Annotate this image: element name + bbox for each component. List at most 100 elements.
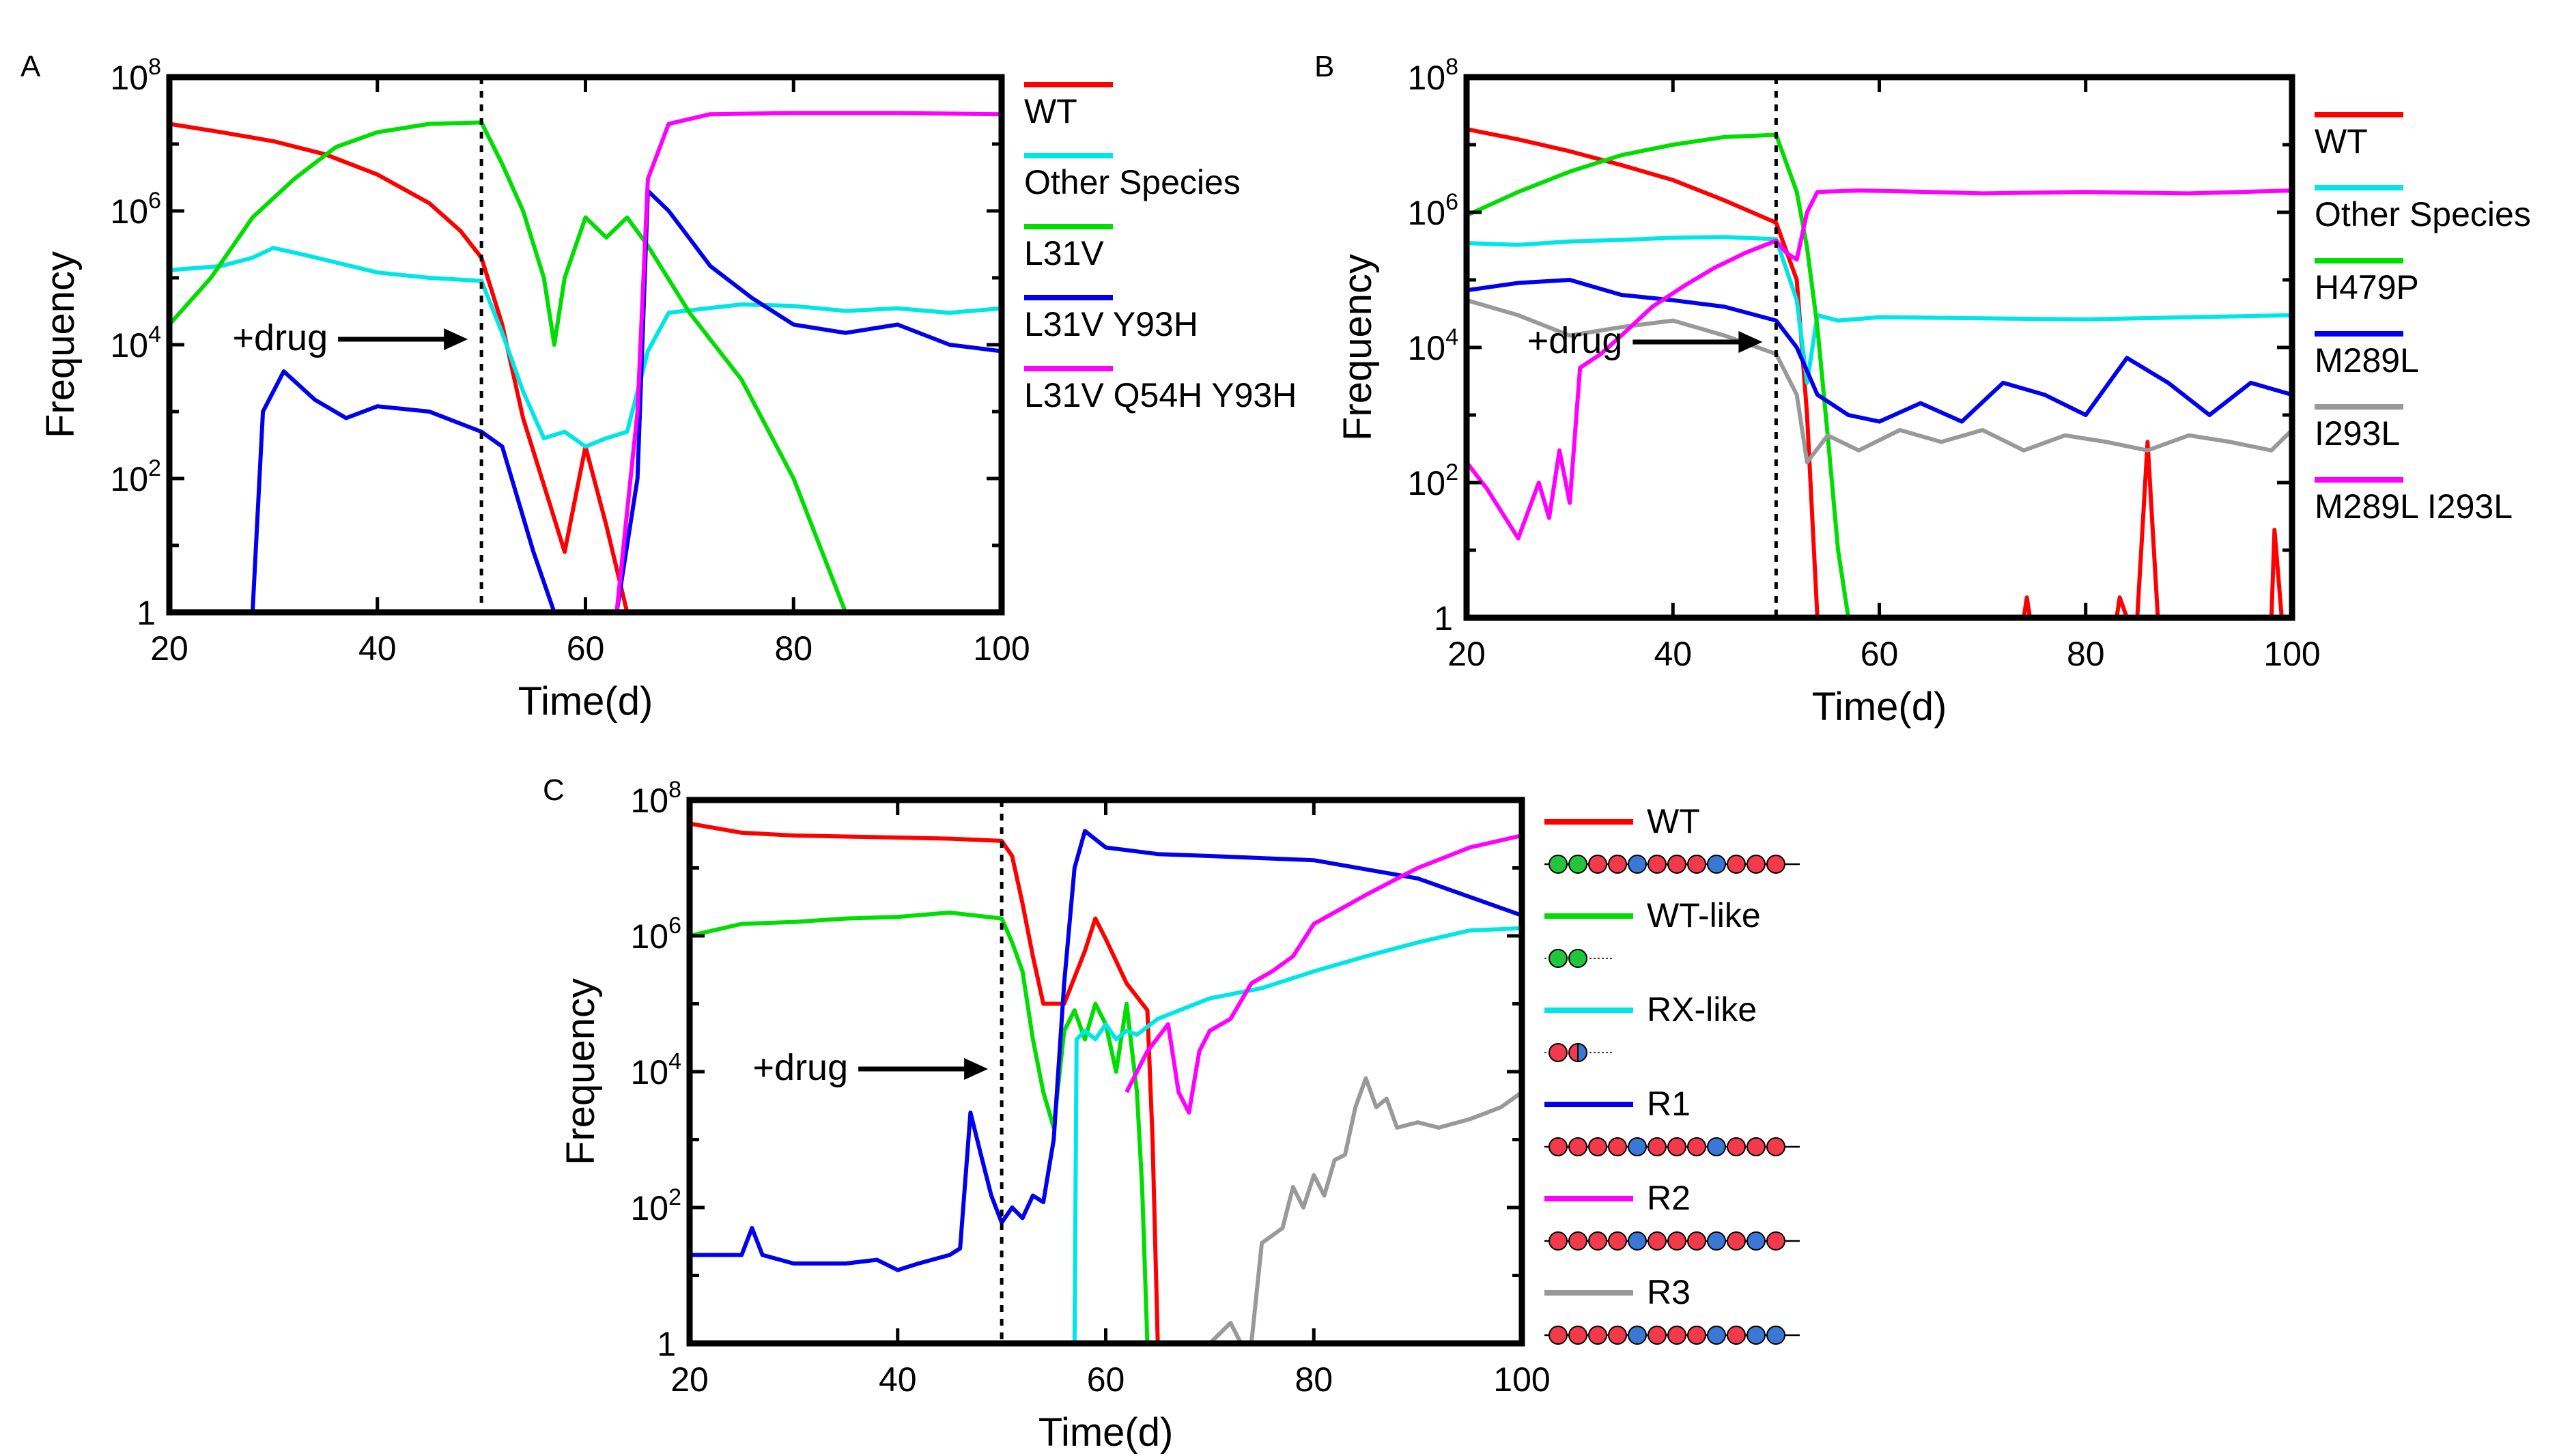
y-tick-label: 102	[630, 1184, 681, 1227]
series-line-other-species	[1467, 235, 2292, 385]
legend-label: R1	[1647, 1085, 1691, 1123]
legend-label: H479P	[2315, 268, 2419, 306]
legend-bead	[1588, 1231, 1607, 1251]
y-tick-label: 104	[630, 1048, 681, 1091]
series-group	[169, 111, 1002, 612]
legend-bead	[1549, 1326, 1568, 1345]
y-tick-label: 106	[110, 188, 161, 231]
x-tick-label: 20	[670, 1360, 709, 1399]
legend-bead-half	[1577, 1042, 1587, 1063]
legend-bead	[1766, 1231, 1785, 1251]
legend-bead	[1747, 1326, 1766, 1345]
y-tick-label: 1	[657, 1325, 676, 1363]
series-line-i293l	[1467, 298, 2292, 465]
series-line-r3	[1189, 1076, 1522, 1343]
legend-bead	[1608, 855, 1627, 874]
legend: WT Other Species L31V L31V Y93H L31V Q54H Y9…	[1024, 82, 1297, 414]
series-line-wt	[169, 122, 630, 612]
series-line-r1	[690, 829, 1522, 1272]
legend-bead	[1549, 1231, 1568, 1251]
legend-bead	[1687, 1326, 1706, 1345]
series-line-m289l	[1467, 278, 2292, 424]
legend-bead	[1707, 1326, 1726, 1345]
panel-label: A	[20, 50, 41, 83]
legend-bead	[1648, 1137, 1667, 1156]
series-group	[1467, 127, 2292, 618]
legend-bead	[1549, 1137, 1568, 1156]
y-tick-label: 108	[630, 777, 681, 820]
legend-label: R2	[1647, 1179, 1691, 1217]
legend-bead	[1568, 855, 1587, 874]
y-tick-label: 102	[110, 455, 161, 498]
legend-bead	[1549, 1043, 1568, 1062]
legend-label: RX-like	[1647, 990, 1757, 1029]
drug-arrow-head	[444, 328, 468, 350]
panel-label: B	[1314, 50, 1334, 83]
panel-c: C +drug 20 40 60 80 100 1 102 104 106 108 Time(d) Fre…	[543, 773, 1800, 1455]
series-line-wt	[690, 821, 1160, 1343]
legend-bead	[1549, 949, 1568, 968]
x-axis-label: Time(d)	[1812, 685, 1947, 729]
legend-label: R3	[1647, 1273, 1691, 1311]
legend-bead	[1766, 1137, 1785, 1156]
legend-bead	[1687, 1137, 1706, 1156]
panel-b: B +drug 20 40 60 80 100 1 102 104 106 108 Time(d) Fre…	[1314, 50, 2531, 729]
legend-bead	[1727, 855, 1746, 874]
legend-bead	[1766, 1326, 1785, 1345]
y-tick-label: 104	[1407, 324, 1458, 367]
legend-label: I293L	[2315, 414, 2400, 453]
legend-bead	[1549, 855, 1568, 874]
x-axis-label: Time(d)	[518, 679, 653, 724]
series-line-rx-like	[1072, 926, 1522, 1343]
x-tick-label: 40	[358, 629, 397, 668]
legend-bead	[1667, 1231, 1686, 1251]
legend-bead	[1628, 1326, 1647, 1345]
series-line-l31v	[169, 120, 848, 612]
legend-bead	[1687, 855, 1706, 874]
y-tick-label: 1	[137, 594, 156, 632]
legend-bead	[1608, 1231, 1627, 1251]
legend-bead	[1707, 1137, 1726, 1156]
x-tick-label: 100	[1493, 1360, 1550, 1399]
legend-bead	[1568, 1231, 1587, 1251]
x-tick-label: 20	[150, 629, 188, 668]
drug-label: +drug	[753, 1047, 849, 1088]
y-tick-label: 106	[630, 913, 681, 956]
legend-bead	[1568, 949, 1587, 968]
legend-bead	[1766, 855, 1785, 874]
legend-label: L31V Y93H	[1024, 305, 1198, 343]
legend-bead	[1707, 1231, 1726, 1251]
x-tick-label: 80	[1295, 1360, 1333, 1399]
y-tick-label: 102	[1407, 459, 1458, 502]
series-line-r2	[1125, 833, 1522, 1115]
legend-label: L31V	[1024, 234, 1104, 272]
legend-bead	[1667, 855, 1686, 874]
y-axis-label: Frequency	[38, 251, 83, 438]
x-axis-label: Time(d)	[1038, 1410, 1174, 1455]
legend-bead	[1628, 1137, 1647, 1156]
series-line-l31v-q54h-y93h	[614, 111, 1002, 612]
legend-bead	[1707, 855, 1726, 874]
legend-bead	[1608, 1137, 1627, 1156]
legend: WT Other Species H479P M289L I293L M289L I293…	[2315, 112, 2531, 526]
series-line-wt-like	[690, 910, 1150, 1343]
y-tick-label: 106	[1407, 189, 1458, 232]
x-tick-label: 60	[567, 629, 605, 668]
legend-bead	[1648, 1231, 1667, 1251]
legend-label: Other Species	[1024, 163, 1241, 201]
y-axis-label: Frequency	[559, 978, 603, 1165]
legend-label: WT	[2315, 122, 2368, 160]
legend-bead	[1687, 1231, 1706, 1251]
legend-label: M289L I293L	[2315, 487, 2513, 526]
x-tick-label: 60	[1087, 1360, 1125, 1399]
drug-label: +drug	[1527, 320, 1623, 361]
legend-bead	[1608, 1326, 1627, 1345]
legend-bead	[1588, 1326, 1607, 1345]
legend-bead	[1727, 1326, 1746, 1345]
y-axis-label: Frequency	[1335, 254, 1380, 441]
drug-arrow-head	[1738, 331, 1763, 353]
x-tick-label: 40	[1654, 635, 1692, 673]
legend-bead	[1747, 1231, 1766, 1251]
legend-label: WT	[1647, 802, 1700, 840]
